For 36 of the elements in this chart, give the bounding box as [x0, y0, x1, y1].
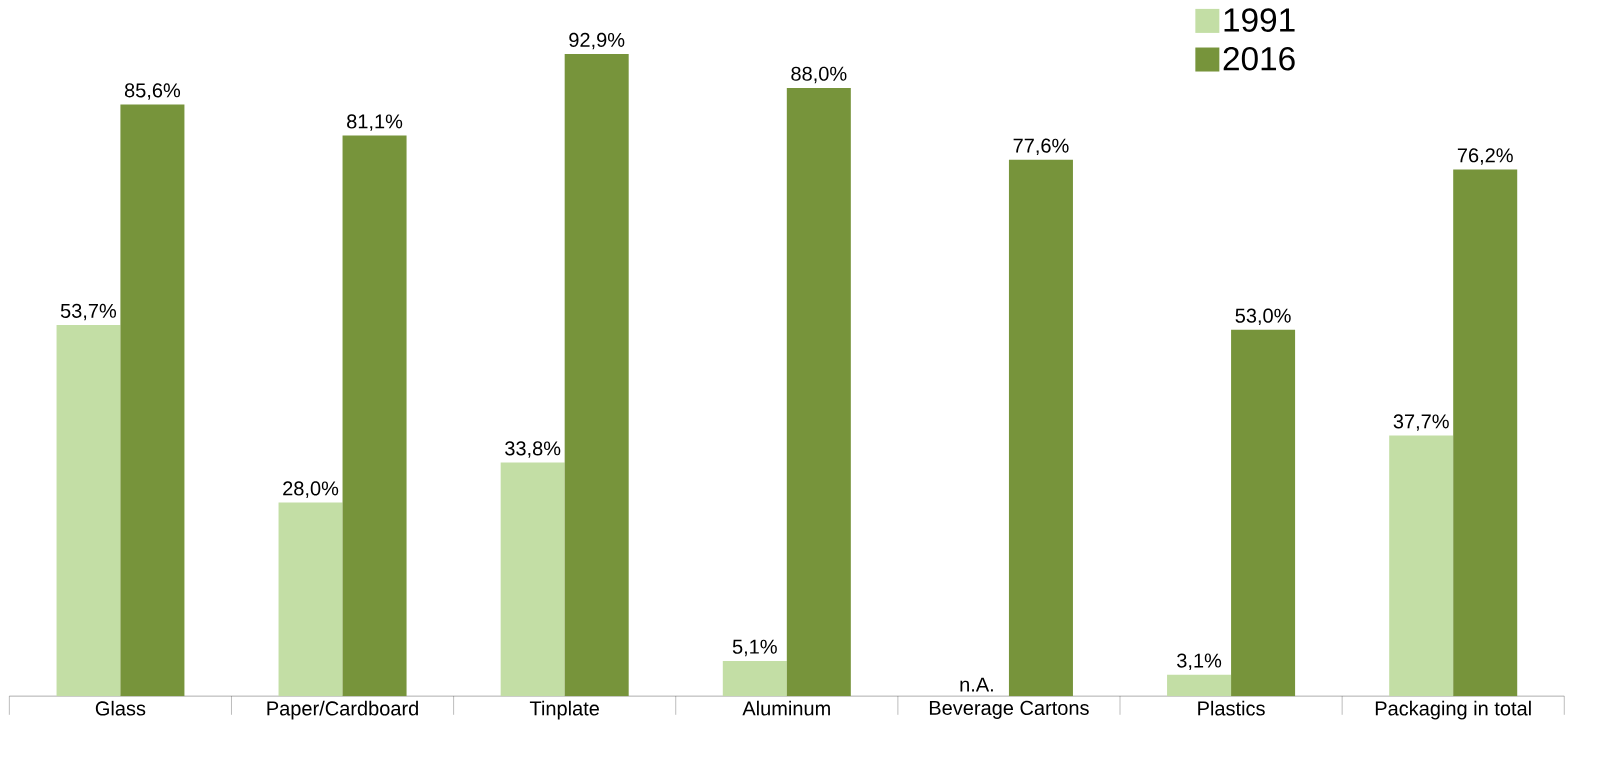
bar [786, 87, 851, 696]
data-label: 77,6% [1013, 138, 1069, 155]
bar [1231, 329, 1296, 696]
legend-label: 1991 [1224, 8, 1295, 32]
text: n.A. [960, 677, 993, 692]
data-label: 28,0% [283, 481, 339, 498]
bar [278, 502, 343, 696]
x-tick-label: Plastics [1198, 700, 1265, 716]
data-label: 33,8% [505, 441, 561, 458]
data-label: 3,1% [1177, 653, 1222, 670]
data-label: 37,7% [1393, 414, 1449, 431]
data-label: 92,9% [569, 32, 625, 50]
x-tick-label: Aluminum [742, 700, 830, 716]
data-label: 53,7% [60, 303, 117, 321]
bar [564, 53, 629, 696]
bar [1008, 159, 1073, 696]
x-tick-label: Glass [95, 700, 146, 716]
x-tick-label: Packaging in total [1375, 700, 1531, 720]
data-label: 76,2% [1457, 147, 1513, 165]
data-label: 53,0% [1235, 308, 1291, 325]
bar [1167, 674, 1232, 696]
data-label: 5,1% [732, 639, 777, 656]
data-label: 88,0% [791, 66, 847, 83]
bar [1389, 435, 1454, 696]
bar [722, 660, 787, 696]
bar [342, 135, 407, 696]
x-tick-label: Paper/Cardboard [267, 700, 418, 720]
bar [56, 324, 121, 696]
x-tick-label: Tinplate [529, 700, 599, 720]
legend-label: 2016 [1223, 46, 1295, 71]
bar [120, 104, 185, 696]
bar [500, 462, 565, 696]
data-label: 85,6% [124, 83, 181, 100]
bar [1453, 169, 1518, 696]
data-label: 81,1% [347, 114, 403, 131]
x-tick-label: Beverage Cartons [929, 700, 1089, 719]
